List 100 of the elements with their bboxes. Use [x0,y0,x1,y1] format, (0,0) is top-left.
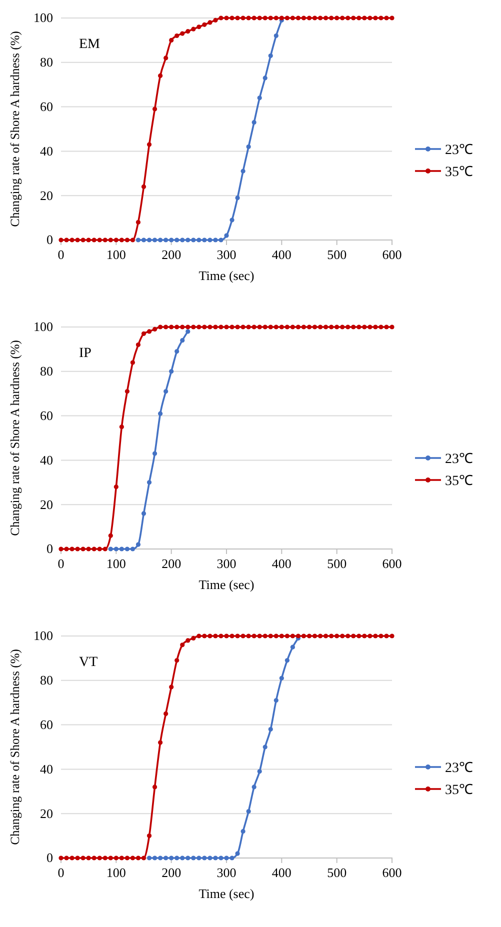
y-axis-title: Changing rate of Shore A hardness (%) [8,31,22,227]
point [158,238,163,242]
point [164,389,168,394]
point [284,658,290,663]
point [180,238,185,242]
x-tick-label: 600 [382,865,402,880]
legend-label: 35℃ [445,474,473,489]
text: IP [79,346,92,361]
x-tick-label: 600 [382,556,402,572]
y-tick-label: 60 [40,716,53,732]
legend-label: 23℃ [445,452,473,467]
legend-label: 35℃ [445,165,473,180]
point [152,238,158,242]
point [141,511,146,516]
point [224,233,229,238]
point [196,238,202,242]
point [130,546,136,552]
y-axis-title: Changing rate of Shore A hardness (%) [8,649,22,845]
point [164,238,168,242]
point [191,238,196,242]
point [279,676,284,680]
point [174,856,180,860]
point [213,856,218,860]
point [246,809,251,814]
y-tick-label: 0 [46,232,53,248]
point [164,856,168,860]
x-tick-label: 300 [216,247,236,262]
point [274,33,278,38]
x-tick-label: 300 [216,865,236,880]
point [230,856,234,860]
point [186,856,190,860]
y-tick-label: 100 [34,10,53,26]
x-tick-label: 200 [162,556,182,572]
point [252,120,256,125]
x-tick-label: 100 [106,247,126,262]
point [180,856,185,860]
y-tick-label: 20 [40,496,53,512]
point [290,644,295,650]
point [235,851,240,856]
x-tick-label: 400 [272,556,292,572]
y-tick-label: 20 [40,806,53,821]
point [124,546,130,552]
point [218,856,224,860]
x-tick-label: 0 [58,865,64,880]
point [196,856,202,860]
x-tick-label: 500 [327,247,347,262]
point [146,238,152,242]
legend-label: 23℃ [445,761,473,776]
point [268,53,273,58]
x-tick-label: 400 [272,865,292,880]
y-tick-label: 80 [40,672,53,688]
point [257,96,262,100]
point [158,411,163,416]
y-tick-label: 100 [34,319,53,334]
point [169,369,174,374]
point [152,856,158,860]
x-tick-label: 0 [58,556,64,572]
point [186,238,190,242]
point [213,238,218,242]
y-tick-label: 40 [40,143,53,158]
point [191,856,196,860]
x-tick-label: 300 [216,556,236,572]
point [252,784,256,790]
legend-label: 35℃ [445,783,473,798]
y-axis-title: Changing rate of Shore A hardness (%) [8,340,22,536]
x-tick-label: 400 [272,247,292,262]
legend-label: 23℃ [445,143,473,158]
point [119,546,124,552]
x-tick-label: 200 [162,865,182,880]
y-tick-label: 0 [46,850,53,866]
point [224,856,229,860]
x-axis-title: Time (sec) [198,268,254,283]
y-tick-label: 40 [40,761,53,776]
point [114,546,118,552]
point [262,744,268,750]
y-tick-label: 80 [40,54,53,70]
point [180,338,185,343]
y-tick-label: 60 [40,98,53,114]
point [240,829,246,834]
y-tick-label: 20 [40,188,53,203]
point [158,856,163,860]
x-axis-title: Time (sec) [198,577,254,592]
point [208,856,212,860]
x-tick-label: 100 [106,556,126,572]
x-tick-label: 0 [58,247,64,262]
x-tick-label: 100 [106,865,126,880]
point [146,856,152,860]
y-tick-label: 0 [46,541,53,556]
point [230,218,234,222]
x-axis-title: Time (sec) [198,886,254,901]
x-tick-label: 200 [162,247,182,262]
point [202,856,207,860]
point [174,238,180,242]
point [152,451,158,456]
point [141,238,146,242]
x-tick-label: 500 [327,865,347,880]
y-tick-label: 100 [34,628,53,644]
point [136,542,141,547]
point [235,196,240,200]
text: EM [79,37,101,52]
